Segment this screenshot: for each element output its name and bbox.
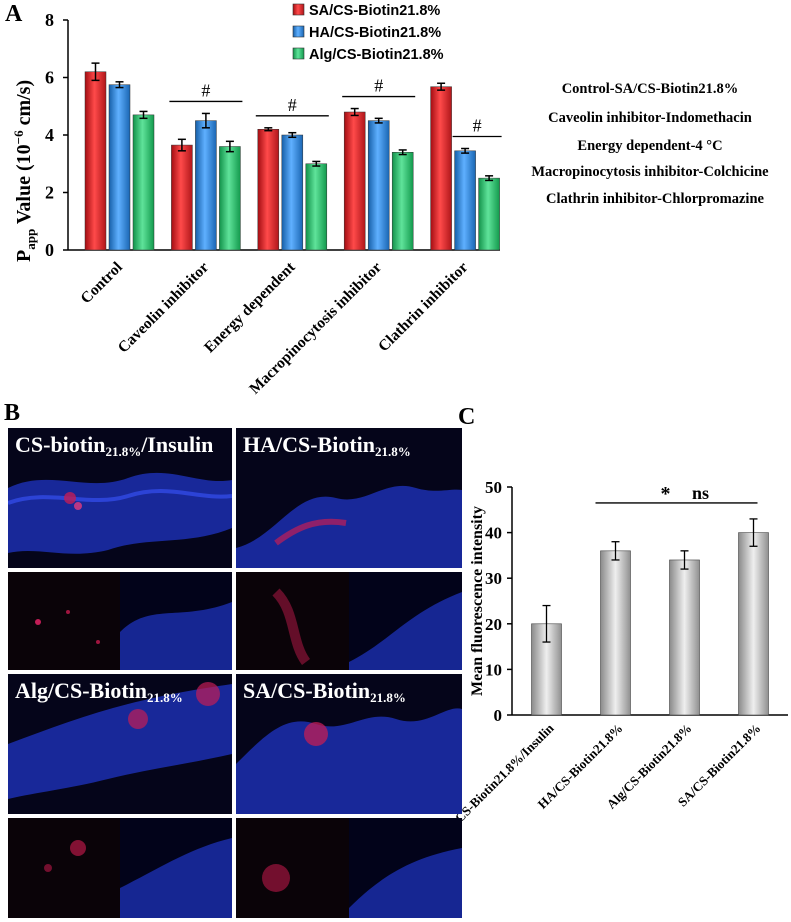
bar — [84, 71, 107, 251]
y-tick-label: 30 — [485, 569, 502, 588]
significance-mark: # — [374, 76, 383, 96]
bar — [305, 163, 328, 251]
panel-label-b: B — [4, 400, 20, 426]
note-item: Energy dependent-4 °C — [577, 138, 722, 154]
bar — [738, 532, 769, 716]
y-tick-label: 40 — [485, 524, 502, 543]
micrograph-sa-cs-biotin-split — [236, 818, 462, 918]
panel-label-a: A — [5, 1, 23, 27]
micrograph-cs-biotin-insulin-split — [8, 572, 232, 670]
significance-ns: ns — [692, 483, 709, 503]
conditions-notes: Control-SA/CS-Biotin21.8% Caveolin inhib… — [531, 81, 769, 207]
note-item: Caveolin inhibitor-Indomethacin — [548, 110, 752, 126]
micrograph-label: SA/CS-Biotin21.8% — [243, 678, 406, 705]
y-tick-label: 20 — [485, 615, 502, 634]
x-tick-label: Control — [77, 258, 126, 307]
y-label-rest: Value (10 — [13, 144, 35, 228]
micrograph-ha-cs-biotin: HA/CS-Biotin21.8% — [236, 428, 462, 568]
legend-swatch — [292, 25, 305, 38]
significance-mark: # — [201, 80, 210, 100]
bar — [219, 146, 241, 251]
bar — [478, 177, 500, 251]
bar — [108, 84, 131, 251]
y-axis-label: Mean fluorescence intensity — [469, 506, 486, 696]
legend-label: SA/CS-Biotin21.8% — [309, 3, 440, 19]
note-item: Clathrin inhibitor-Chlorpromazine — [546, 191, 764, 207]
bar — [195, 120, 217, 251]
panel-label-c: C — [458, 404, 475, 430]
micrograph-ha-cs-biotin-split — [236, 572, 462, 670]
bar — [391, 152, 414, 251]
y-tick-label: 0 — [45, 240, 54, 260]
y-axis-label: Papp Value (10−6 cm/s) — [11, 80, 38, 262]
bar — [430, 86, 452, 251]
legend-swatch — [292, 3, 305, 16]
x-tick-label: Clathrin inhibitor — [375, 259, 471, 355]
bar — [132, 114, 155, 251]
y-tick-label: 8 — [45, 10, 54, 30]
y-tick-label: 6 — [45, 68, 54, 88]
micrograph-sa-cs-biotin: SA/CS-Biotin21.8% — [236, 674, 462, 814]
chart-c: 0 10 20 30 40 50 Mean fluorescence intensity CS… — [452, 478, 788, 825]
micrograph-alg-cs-biotin: Alg/CS-Biotin21.8% — [8, 674, 232, 814]
y-tick-label: 4 — [45, 125, 54, 145]
x-tick-label: Caveolin inhibitor — [115, 259, 213, 357]
y-tick-label: 0 — [494, 706, 503, 725]
note-item: Control-SA/CS-Biotin21.8% — [562, 81, 739, 97]
significance-mark: # — [288, 95, 297, 115]
bar — [343, 111, 366, 251]
chart-a: 0 2 4 6 8 Papp Value (10−6 cm/s) ControlCaveol… — [11, 3, 502, 398]
micrograph-label: CS-biotin21.8%/Insulin — [15, 432, 214, 459]
y-label-sub: app — [23, 229, 38, 250]
legend-label: HA/CS-Biotin21.8% — [309, 25, 441, 41]
y-label-exp: −6 — [11, 130, 26, 144]
micrograph-label: Alg/CS-Biotin21.8% — [15, 678, 183, 705]
x-tick-label: Energy dependent — [201, 258, 299, 356]
note-item: Macropinocytosis inhibitor-Colchicine — [531, 164, 769, 180]
legend-swatch — [292, 47, 305, 60]
micrograph-label: HA/CS-Biotin21.8% — [243, 432, 411, 459]
bar — [367, 120, 390, 251]
bar — [257, 129, 280, 251]
significance-mark: # — [473, 116, 482, 136]
y-label-unit: cm/s) — [13, 80, 35, 131]
bar — [669, 559, 700, 716]
y-tick-label: 50 — [485, 478, 502, 497]
y-tick-label: 10 — [485, 660, 502, 679]
micrograph-alg-cs-biotin-split — [8, 818, 232, 918]
y-label-main: P — [13, 250, 35, 262]
bar — [281, 134, 304, 251]
significance-star: * — [661, 483, 671, 505]
bar — [454, 150, 476, 251]
x-tick-label: CS-Biotin21.8%/Insulin — [452, 720, 557, 825]
micrograph-cs-biotin-insulin: CS-biotin21.8%/Insulin — [8, 428, 232, 568]
bar — [600, 550, 631, 716]
bar — [171, 144, 193, 251]
y-tick-label: 2 — [45, 183, 54, 203]
legend-label: Alg/CS-Biotin21.8% — [309, 47, 444, 63]
